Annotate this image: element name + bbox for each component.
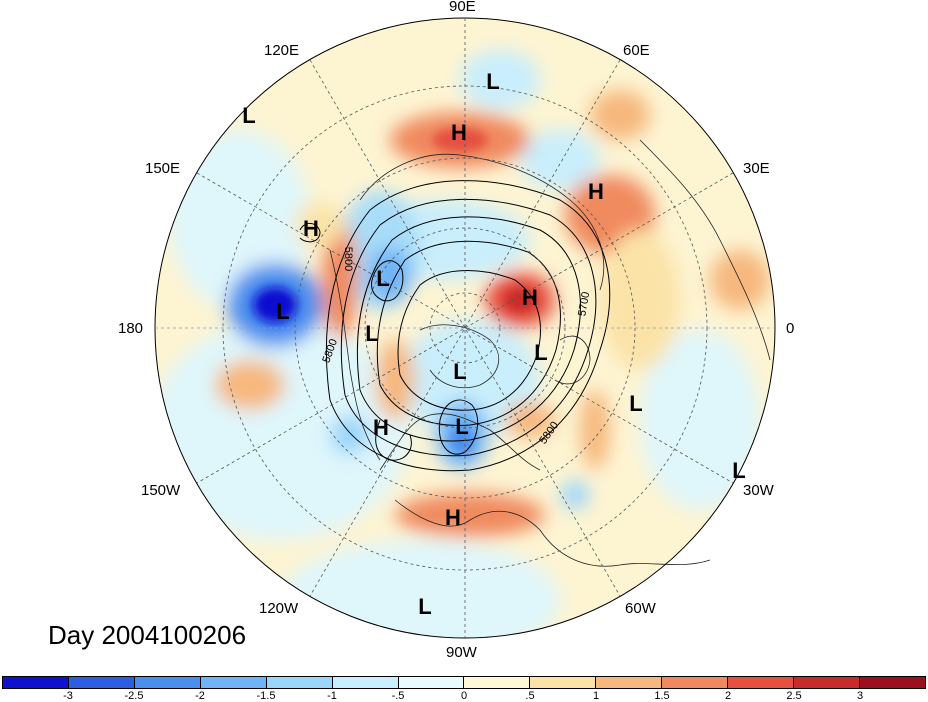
colorbar-segment	[859, 677, 925, 688]
colorbar-tick-label: -3	[63, 690, 73, 702]
colorbar-segment	[134, 677, 201, 688]
colorbar-tick-label: -1	[327, 690, 337, 702]
colorbar-segment	[398, 677, 465, 688]
high-center-label: H	[522, 285, 538, 310]
colorbar-segment	[662, 677, 729, 688]
low-center-label: L	[376, 266, 390, 291]
low-center-label: L	[453, 359, 467, 384]
longitude-label-90e: 90E	[449, 0, 476, 15]
low-center-label: L	[534, 340, 548, 365]
high-center-label: H	[303, 216, 319, 241]
low-center-label: L	[418, 594, 432, 619]
colorbar-segment	[332, 677, 399, 688]
longitude-label-120w: 120W	[259, 600, 299, 617]
longitude-label-60e: 60E	[623, 42, 650, 59]
longitude-label-60w: 60W	[625, 600, 656, 617]
low-center-label: L	[276, 299, 290, 324]
colorbar-tick-label: -.5	[391, 690, 405, 702]
longitude-label-150e: 150E	[145, 160, 181, 177]
colorbar-segment	[596, 677, 663, 688]
longitude-label-30e: 30E	[743, 160, 770, 177]
anomaly-field	[155, 18, 775, 638]
colorbar-tick-label: -2.5	[124, 690, 144, 702]
colorbar-segment	[200, 677, 267, 688]
low-center-label: L	[732, 458, 746, 483]
colorbar-segment	[794, 677, 860, 688]
colorbar-segment	[530, 677, 597, 688]
low-center-label: L	[455, 414, 469, 439]
colorbar	[2, 676, 926, 689]
colorbar-segment	[464, 677, 531, 688]
colorbar-tick-label: -1.5	[256, 690, 276, 702]
high-center-label: H	[373, 415, 389, 440]
high-center-label: H	[588, 179, 604, 204]
longitude-label-150w: 150W	[141, 482, 181, 499]
height-contours	[299, 180, 611, 472]
colorbar-segment	[3, 677, 69, 688]
contour-label: 5800	[342, 246, 355, 272]
day-label: Day 2004100206	[48, 620, 247, 650]
colorbar-tick-label: -2	[195, 690, 205, 702]
colorbar-tick-label: 1	[592, 690, 600, 702]
high-center-label: H	[445, 505, 461, 530]
colorbar-segment	[68, 677, 135, 688]
low-center-label: L	[365, 321, 379, 346]
low-center-label: L	[242, 103, 256, 128]
low-center-label: L	[486, 69, 500, 94]
longitude-label-30w: 30W	[743, 482, 774, 499]
longitude-label-90w: 90W	[446, 644, 477, 661]
low-center-label: L	[629, 391, 643, 416]
colorbar-tick-label: 0	[460, 690, 468, 702]
colorbar-segment	[266, 677, 333, 688]
colorbar-tick-label: 3	[856, 690, 864, 702]
graticule	[154, 17, 776, 639]
longitude-label-180: 180	[118, 320, 144, 337]
longitude-label-0: 0	[786, 320, 795, 337]
colorbar-tick-label: 2.5	[786, 690, 802, 702]
colorbar-tick-label: 1.5	[654, 690, 670, 702]
longitude-label-120e: 120E	[264, 42, 300, 59]
coastlines	[329, 139, 771, 567]
colorbar-tick-label: 2	[724, 690, 732, 702]
colorbar-segment	[728, 677, 795, 688]
high-center-label: H	[451, 120, 467, 145]
colorbar-tick-label: .5	[525, 690, 535, 702]
